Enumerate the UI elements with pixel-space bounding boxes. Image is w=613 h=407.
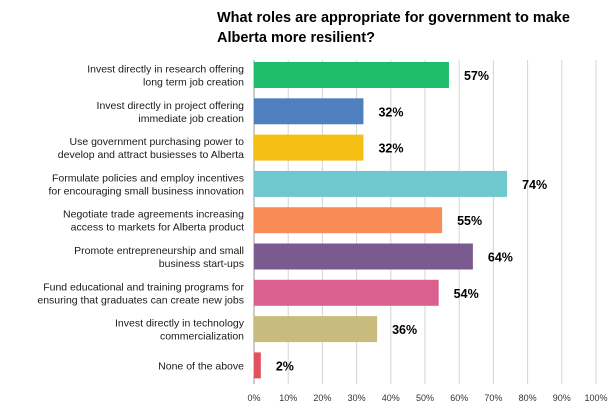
bar (254, 170, 508, 197)
data-label: 36% (392, 323, 417, 337)
bar (254, 98, 364, 125)
bar (254, 316, 378, 343)
x-tick-label: 40% (382, 393, 400, 403)
data-label: 54% (454, 287, 479, 301)
data-label: 57% (464, 69, 489, 83)
category-label: develop and attract busiesses to Alberta (58, 149, 244, 161)
x-tick-label: 70% (484, 393, 502, 403)
bar (254, 62, 449, 88)
category-label: Promote entrepreneurship and small (74, 245, 244, 257)
x-tick-label: 50% (416, 393, 434, 403)
category-label: Use government purchasing power to (69, 136, 244, 148)
x-tick-label: 90% (553, 393, 571, 403)
bar (254, 134, 364, 161)
data-label: 32% (378, 105, 403, 119)
x-tick-label: 60% (450, 393, 468, 403)
x-tick-label: 80% (519, 393, 537, 403)
category-label: Formulate policies and employ incentives (52, 172, 244, 184)
data-label: 64% (488, 251, 513, 265)
bar (254, 352, 261, 379)
bar (254, 243, 473, 270)
data-label: 32% (378, 142, 403, 156)
category-label: None of the above (158, 360, 244, 372)
category-label: Fund educational and training programs f… (43, 281, 244, 293)
x-tick-label: 30% (348, 393, 366, 403)
category-label: immediate job creation (138, 113, 244, 125)
category-label: access to markets for Alberta product (71, 222, 244, 234)
category-label: long term job creation (143, 77, 244, 89)
category-label: Invest directly in project offering (97, 100, 245, 112)
category-label: for encouraging small business innovatio… (48, 185, 244, 197)
category-label: Negotiate trade agreements increasing (63, 209, 244, 221)
bar (254, 207, 443, 234)
x-tick-label: 20% (313, 393, 331, 403)
x-tick-label: 100% (584, 393, 607, 403)
data-label: 74% (522, 178, 547, 192)
data-label: 2% (276, 359, 294, 373)
category-label: Invest directly in technology (115, 318, 245, 330)
x-tick-label: 0% (247, 393, 260, 403)
category-label: commercialization (160, 331, 244, 343)
chart-title: What roles are appropriate for governmen… (217, 10, 570, 46)
bar (254, 279, 439, 306)
data-label: 55% (457, 214, 482, 228)
category-label: ensuring that graduates can create new j… (37, 294, 244, 306)
category-label: business start-ups (159, 258, 244, 270)
category-label: Invest directly in research offering (87, 64, 244, 76)
x-tick-label: 10% (279, 393, 297, 403)
